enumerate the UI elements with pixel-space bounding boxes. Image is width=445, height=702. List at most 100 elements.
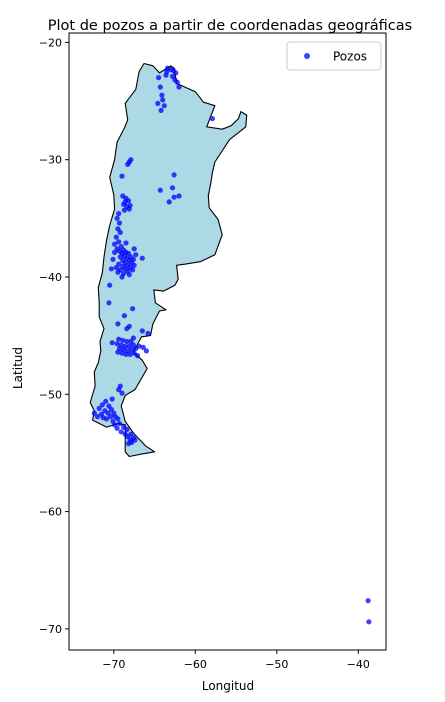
y-tick-label: −70 — [39, 623, 62, 636]
data-point-pozos — [120, 337, 126, 343]
data-point-pozos — [128, 157, 134, 163]
data-point-pozos — [125, 161, 131, 167]
data-point-pozos — [94, 414, 101, 420]
data-point-pozos — [158, 107, 164, 113]
data-point-pozos — [163, 72, 169, 78]
chart-title: Plot de pozos a partir de coordenadas ge… — [48, 18, 412, 34]
data-point-pozos — [157, 84, 163, 90]
legend-box — [286, 41, 382, 71]
data-point-pozos — [116, 211, 122, 217]
data-point-pozos — [174, 79, 180, 85]
data-point-pozos — [130, 267, 136, 273]
data-point-pozos — [114, 341, 120, 347]
data-point-pozos — [116, 387, 122, 393]
legend-marker-pozos — [304, 53, 310, 59]
data-point-pozos — [139, 328, 145, 334]
data-point-pozos — [157, 187, 163, 193]
data-point-pozos — [126, 272, 132, 278]
data-point-pozos — [113, 265, 119, 271]
y-tick-label: −40 — [39, 271, 62, 284]
x-axis: −70 −60 −50 −40 — [102, 650, 370, 671]
data-point-pozos — [127, 351, 133, 357]
data-point-pozos — [109, 340, 115, 346]
data-point-pozos — [166, 199, 172, 205]
data-point-pozos — [124, 326, 130, 332]
data-point-pozos — [91, 410, 97, 416]
data-point-pozos — [124, 426, 130, 433]
plot-area — [68, 32, 387, 651]
data-point-pozos — [156, 75, 162, 81]
data-point-pozos — [209, 116, 215, 122]
data-point-pozos — [116, 336, 122, 342]
data-point-pozos — [108, 414, 114, 420]
data-point-pozos — [121, 313, 127, 319]
data-point-pozos — [125, 441, 132, 447]
data-point-pozos — [118, 429, 124, 435]
data-point-pozos — [160, 97, 166, 103]
data-point-pozos — [114, 215, 120, 221]
data-point-pozos — [119, 173, 125, 179]
data-point-pozos — [155, 100, 161, 106]
x-tick-label: −40 — [347, 658, 370, 671]
plot-area-frame — [68, 32, 387, 651]
y-axis-label: Latitud — [11, 347, 25, 389]
data-point-pozos — [176, 84, 182, 90]
data-point-pozos — [117, 229, 123, 235]
data-point-pozos — [115, 349, 121, 355]
y-axis: −20 −30 −40 −50 −60 −70 — [39, 36, 69, 636]
data-point-pozos — [145, 330, 151, 336]
data-point-pozos — [140, 344, 146, 350]
x-tick-label: −70 — [102, 658, 125, 671]
y-tick-label: −50 — [39, 388, 62, 401]
x-axis-label: Longitud — [202, 679, 254, 693]
data-point-pozos — [113, 234, 119, 240]
data-point-pozos — [176, 193, 182, 199]
data-point-pozos — [99, 402, 105, 408]
data-point-pozos — [108, 266, 114, 272]
data-point-pozos — [119, 350, 125, 356]
data-point-pozos — [169, 185, 176, 191]
data-point-pozos — [112, 241, 118, 247]
data-point-pozos — [173, 70, 179, 76]
x-tick-label: −50 — [265, 658, 288, 671]
data-point-pozos — [119, 274, 125, 280]
data-point-pozos — [122, 199, 128, 205]
y-tick-label: −60 — [39, 506, 62, 519]
data-point-pozos — [116, 421, 123, 427]
data-point-pozos — [115, 416, 121, 422]
data-point-pozos — [116, 239, 122, 245]
data-point-pozos — [159, 92, 165, 98]
data-point-pozos — [130, 335, 136, 341]
data-point-pozos — [134, 353, 141, 359]
data-point-pozos — [119, 390, 125, 396]
data-point-pozos — [123, 240, 129, 246]
data-point-pozos — [171, 172, 177, 178]
data-point-pozos — [130, 306, 136, 312]
y-tick-label: −20 — [39, 36, 62, 49]
data-point-pozos — [103, 398, 109, 404]
data-point-pozos — [110, 256, 116, 262]
data-point-pozos — [133, 252, 139, 258]
data-point-pozos — [115, 321, 121, 327]
data-point-pozos — [139, 255, 145, 261]
data-point-pozos — [112, 249, 118, 255]
data-point-pozos — [121, 207, 127, 213]
data-point-pozos — [143, 348, 149, 354]
data-point-pozos — [115, 269, 121, 275]
data-point-pozos — [109, 396, 115, 402]
legend: Pozos — [286, 41, 382, 71]
data-point-pozos — [114, 425, 120, 431]
data-point-pozos — [96, 405, 102, 411]
legend-label-pozos: Pozos — [333, 50, 367, 64]
data-point-pozos — [126, 206, 132, 212]
data-point-pozos — [131, 246, 137, 252]
data-point-pozos — [124, 338, 130, 345]
data-point-pozos — [131, 262, 137, 268]
data-point-pozos — [116, 220, 123, 226]
data-points — [91, 65, 372, 625]
y-tick-label: −30 — [39, 154, 62, 167]
data-point-pozos — [103, 416, 110, 422]
data-point-pozos — [366, 619, 372, 625]
data-point-pozos — [365, 598, 371, 604]
